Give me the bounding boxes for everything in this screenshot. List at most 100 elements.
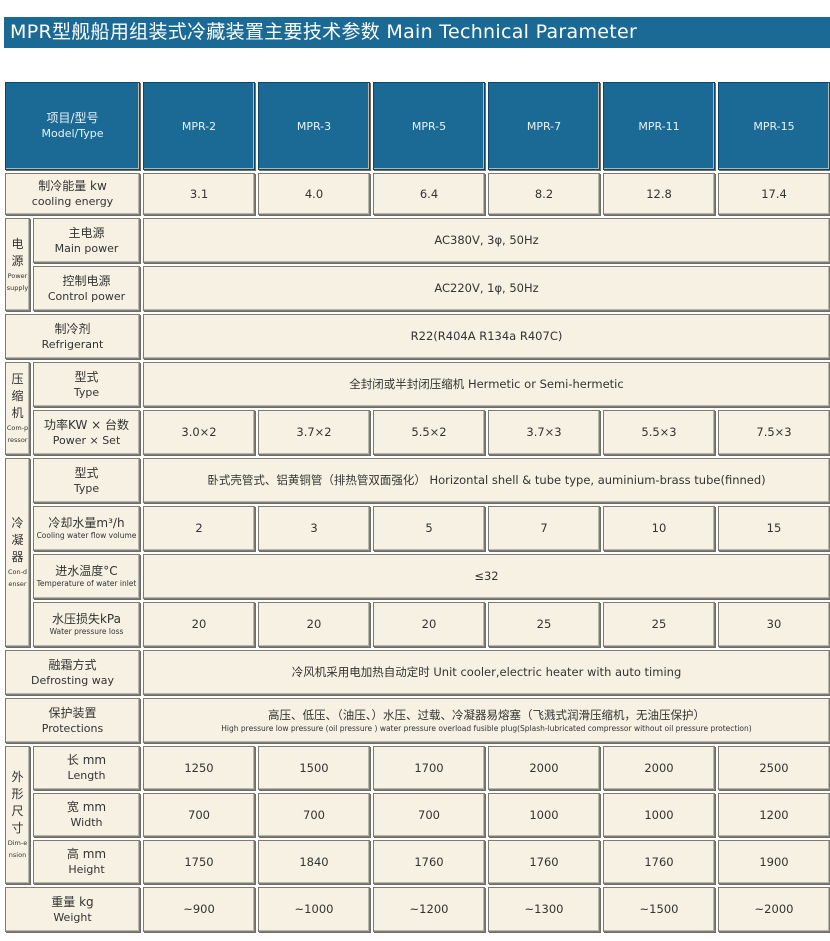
row-label-cn: 制冷能量 kw [38,179,107,193]
row-label-cn: 水压损失kPa [51,612,121,626]
value-cell: 2000 [603,746,715,790]
value-cell: 10 [603,506,715,551]
value: 1840 [299,854,329,869]
span-value: R22(R404A R134a R407C) [410,329,563,343]
value: 1760 [529,854,559,869]
value-cell: 2000 [488,746,600,790]
value: 20 [421,617,437,631]
value-cell: 3.7×2 [258,410,370,455]
value: ~1000 [294,902,334,916]
group-label: 压缩机 Com-pressor [5,362,30,455]
value-cell: ~900 [143,887,255,932]
row-label: 制冷剂 Refrigerant [5,314,140,359]
value: 3.0×2 [181,425,217,439]
row-label: 保护装置 Protections [5,698,140,743]
row-label: 重量 kg Weight [5,887,140,932]
header-label: 项目/型号 Model/Type [5,82,140,170]
header-label-cn: 项目/型号 [46,111,99,125]
value-cell: 700 [143,793,255,837]
group-label-cn: 压缩机 [11,372,24,420]
value: 1500 [299,760,329,775]
header-model: MPR-11 [603,82,715,170]
row-label-en: Length [67,769,106,782]
value: 700 [188,807,210,822]
row-label-en: Water pressure loss [49,627,124,636]
span-value-cell: 卧式壳管式、铝黄铜管（排热管双面强化） Horizontal shell & t… [143,458,830,503]
value-cell: 8.2 [488,173,600,215]
row-label-en: Control power [47,289,126,303]
value-cell: 1900 [718,840,830,884]
row-label: 制冷能量 kw cooling energy [5,173,140,215]
row-label: 融霜方式 Defrosting way [5,650,140,695]
row-label-cn: 功率KW × 台数 [44,417,129,432]
span-value-cell: AC220V, 1φ, 50Hz [143,266,830,311]
row-label: 宽 mm Width [33,793,140,837]
row-label: 控制电源 Control power [33,266,140,311]
value: 3.7×3 [526,425,562,439]
group-label-cn: 电源 [11,236,24,268]
value: 10 [651,521,667,535]
page-title: MPR型舰船用组装式冷藏装置主要技术参数 Main Technical Para… [4,17,830,48]
row-label-en: Weight [53,910,92,924]
row-label-cn: 主电源 [68,225,105,240]
span-value-cell: 全封闭或半封闭压缩机 Hermetic or Semi-hermetic [143,362,830,407]
header-label-en: Model/Type [41,127,104,140]
value-cell: ~1200 [373,887,485,932]
value: 1000 [644,807,674,822]
value: 6.4 [419,186,439,201]
value-cell: 1750 [143,840,255,884]
row-label: 高 mm Height [33,840,140,884]
row-label-cn: 长 mm [66,753,107,767]
value-cell: 700 [373,793,485,837]
span-value-cell: R22(R404A R134a R407C) [143,314,830,359]
row-label-cn: 重量 kg [51,894,94,909]
value-cell: 17.4 [718,173,830,215]
span-value-en: High pressure low pressure (oil pressure… [221,723,752,733]
value: 2 [195,521,203,535]
group-label: 电源 Power supply [5,218,30,311]
span-value-cell: 冷风机采用电加热自动定时 Unit cooler,electric heater… [143,650,830,695]
value-cell: 20 [258,602,370,647]
value-cell: 12.8 [603,173,715,215]
value-cell: 4.0 [258,173,370,215]
value-cell: 3 [258,506,370,551]
span-value: 卧式壳管式、铝黄铜管（排热管双面强化） Horizontal shell & t… [207,473,766,487]
value: 15 [766,521,782,535]
value-cell: ~1500 [603,887,715,932]
value: 20 [191,617,207,631]
row-label-en: Defrosting way [31,673,114,687]
value: 1250 [184,760,214,775]
value-cell: 5 [373,506,485,551]
value: 3 [310,521,318,535]
model-name: MPR-15 [753,119,795,133]
value: 7.5×3 [756,425,792,439]
value: 5 [425,521,433,535]
value: 2000 [529,760,559,775]
row-label-en: Power × Set [52,433,121,447]
value: 30 [766,617,782,631]
value-cell: 1840 [258,840,370,884]
value: 12.8 [646,186,672,201]
row-label-cn: 控制电源 [62,273,111,288]
model-name: MPR-11 [638,119,680,133]
row-label-cn: 保护装置 [48,705,97,720]
value-cell: 3.0×2 [143,410,255,455]
value: 20 [306,617,322,631]
value-cell: 1760 [603,840,715,884]
row-label-cn: 融霜方式 [48,657,97,672]
span-value: 全封闭或半封闭压缩机 Hermetic or Semi-hermetic [349,377,624,391]
value-cell: 5.5×2 [373,410,485,455]
row-label: 主电源 Main power [33,218,140,263]
value: 1000 [529,807,559,822]
value-cell: 15 [718,506,830,551]
group-label-en: Con-denser [7,568,28,588]
row-label-en: Height [68,863,105,876]
value-cell: 3.7×3 [488,410,600,455]
header-model: MPR-5 [373,82,485,170]
value: ~2000 [754,902,794,916]
value-cell: 25 [603,602,715,647]
span-value-cell: 高压、低压、（油压、）水压、过载、冷凝器易熔塞（飞溅式润滑压缩机，无油压保护） H… [143,698,830,743]
value: 4.0 [304,186,324,201]
value-cell: 2 [143,506,255,551]
model-name: MPR-3 [296,119,332,133]
